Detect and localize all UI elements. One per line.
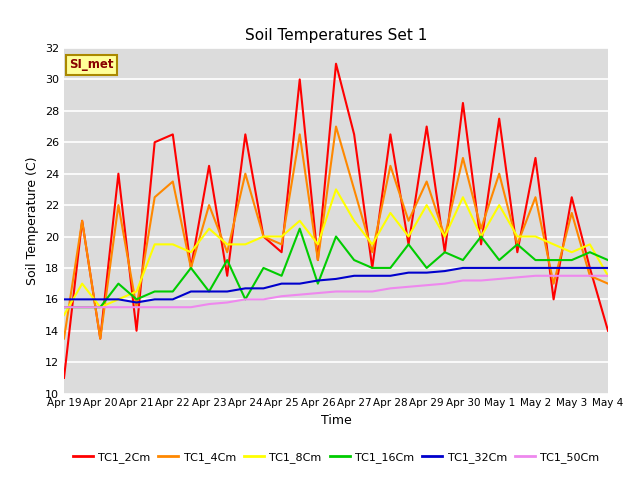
X-axis label: Time: Time	[321, 414, 351, 427]
Y-axis label: Soil Temperature (C): Soil Temperature (C)	[26, 156, 39, 285]
Title: Soil Temperatures Set 1: Soil Temperatures Set 1	[245, 28, 427, 43]
Text: SI_met: SI_met	[69, 59, 114, 72]
Legend: TC1_2Cm, TC1_4Cm, TC1_8Cm, TC1_16Cm, TC1_32Cm, TC1_50Cm: TC1_2Cm, TC1_4Cm, TC1_8Cm, TC1_16Cm, TC1…	[68, 447, 604, 468]
